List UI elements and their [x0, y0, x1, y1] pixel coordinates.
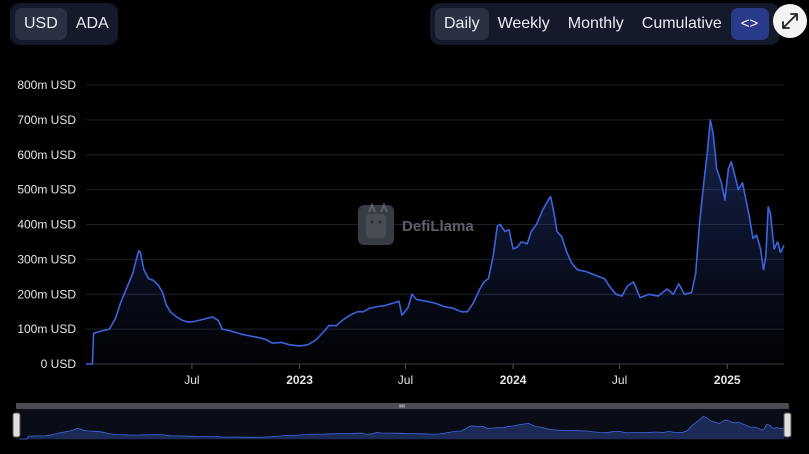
range-brush [12, 403, 792, 440]
period-monthly-button[interactable]: Monthly [567, 15, 624, 32]
x-tick-label: Jul [398, 373, 413, 387]
brush-mini-line [20, 415, 785, 440]
code-icon: <> [740, 15, 759, 32]
watermark-text: DefiLlama [402, 218, 474, 235]
y-tick-label: 500m USD [17, 183, 76, 197]
x-axis: Jul 2023 Jul 2024 Jul 2025 [86, 363, 784, 387]
period-cumulative-button[interactable]: Cumulative [641, 15, 722, 32]
y-axis: 0 USD 100m USD 200m USD 300m USD 400m USD 500… [17, 78, 76, 371]
x-tick-label: 2023 [286, 373, 313, 387]
brush-right-handle[interactable] [783, 412, 792, 438]
y-tick-label: 0 USD [41, 357, 77, 371]
x-tick-label: Jul [184, 373, 199, 387]
x-tick-label: 2024 [500, 373, 527, 387]
expand-button[interactable] [773, 4, 807, 38]
y-tick-label: 600m USD [17, 148, 76, 162]
y-tick-label: 400m USD [17, 218, 76, 232]
series-line[interactable] [86, 119, 785, 365]
x-tick-label: Jul [612, 373, 627, 387]
brush-left-handle[interactable] [12, 412, 21, 438]
llama-logo-icon [358, 202, 394, 245]
y-tick-label: 100m USD [17, 322, 76, 336]
watermark: DefiLlama [358, 202, 474, 245]
embed-code-button[interactable]: <> [730, 8, 769, 40]
currency-toggle: USD ADA [10, 3, 118, 45]
period-weekly-button[interactable]: Weekly [497, 15, 550, 32]
brush-mini-area [20, 416, 784, 439]
y-tick-label: 800m USD [17, 78, 76, 92]
expand-icon [782, 13, 798, 29]
x-tick-label: 2025 [714, 373, 741, 387]
y-tick-label: 200m USD [17, 287, 76, 301]
brush-grip-icon [399, 404, 405, 408]
period-toggle: Daily Weekly Monthly Cumulative <> [430, 3, 780, 45]
currency-usd-button[interactable]: USD [15, 8, 67, 40]
y-tick-label: 700m USD [17, 113, 76, 127]
period-daily-button[interactable]: Daily [435, 8, 489, 40]
series-area [86, 119, 784, 365]
currency-ada-button[interactable]: ADA [75, 15, 109, 32]
y-tick-label: 300m USD [17, 252, 76, 266]
